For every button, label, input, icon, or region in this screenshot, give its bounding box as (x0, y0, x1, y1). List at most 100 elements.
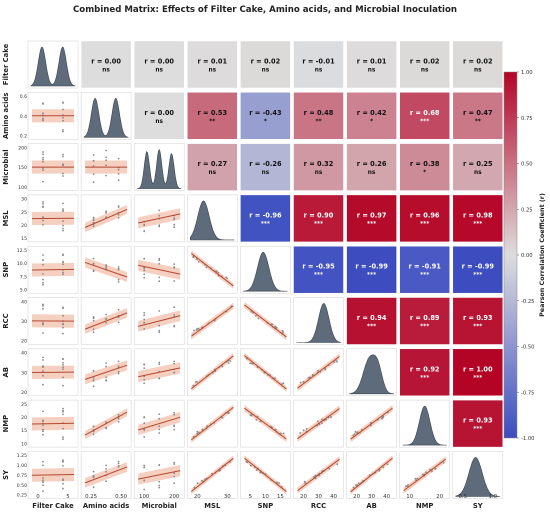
corr-cell-msl-vs-nmp (399, 194, 450, 243)
corr-value-filter-cake-vs-microbial: r = 0.00 (144, 58, 174, 66)
scatter-point-ab-vs-amino-acids (92, 369, 95, 372)
corr-cell-msl-vs-sy (452, 194, 504, 243)
col-label-amino-acids: Amino acids (83, 502, 129, 510)
scatter-point-sy-vs-microbial (173, 475, 176, 478)
scatter-point-rcc-vs-microbial (143, 318, 146, 321)
scatter-point-ab-vs-filter-cake (42, 383, 44, 386)
scatter-point-rcc-vs-filter-cake (42, 323, 44, 326)
scatter-point-msl-vs-filter-cake (62, 210, 64, 213)
scatter-point-sy-vs-ab (356, 484, 358, 486)
scatter-point-snp-vs-microbial (143, 266, 146, 269)
scatter-point-snp-vs-amino-acids (117, 268, 120, 271)
scatter-point-snp-vs-microbial (143, 276, 146, 279)
scatter-point-nmp-vs-msl (198, 431, 200, 434)
corr-value-amino-acids-vs-nmp: r = 0.68 (410, 109, 440, 117)
scatter-point-sy-vs-microbial (173, 472, 176, 475)
col-label-rcc: RCC (311, 502, 326, 510)
scatter-point-nmp-vs-filter-cake (62, 438, 64, 441)
regression-line-nmp-vs-amino-acids (84, 411, 128, 436)
scatter-point-microbial-vs-amino-acids (117, 173, 120, 175)
corr-cell-rcc-vs-ab (346, 297, 397, 345)
y-tick-sy: 1.00 (17, 463, 27, 469)
regression-line-sy-vs-msl (190, 457, 234, 492)
corr-value-rcc-vs-ab: r = 0.94 (357, 314, 387, 322)
scatter-point-nmp-vs-filter-cake (42, 428, 44, 431)
scatter-point-ab-vs-msl (196, 381, 198, 383)
scatter-point-sy-vs-microbial (173, 482, 176, 485)
scatter-point-sy-vs-filter-cake (42, 477, 44, 479)
corr-value-amino-acids-vs-snp: r = -0.43 (249, 109, 282, 117)
scatter-point-microbial-vs-amino-acids (117, 168, 120, 171)
scatter-point-microbial-vs-amino-acids (105, 159, 107, 162)
scatter-point-ab-vs-filter-cake (62, 364, 64, 366)
corr-cell-microbial-vs-rcc (293, 143, 344, 191)
corr-value-filter-cake-vs-rcc: r = -0.01 (302, 58, 335, 66)
y-tick-msl: 25 (21, 210, 27, 216)
scatter-point-nmp-vs-filter-cake (62, 427, 64, 430)
corr-sig-amino-acids-vs-snp: * (264, 119, 267, 125)
regression-line-sy-vs-rcc (297, 458, 340, 492)
col-label-nmp: NMP (416, 502, 433, 510)
scatter-point-msl-vs-filter-cake (42, 205, 44, 208)
x-tick-ab: 30 (368, 494, 375, 500)
scatter-point-microbial-vs-filter-cake (62, 155, 64, 158)
y-tick-nmp: 25 (21, 402, 27, 408)
scatter-point-rcc-vs-filter-cake (42, 332, 44, 334)
scatter-point-rcc-vs-microbial (173, 306, 176, 309)
scatter-point-msl-vs-microbial (173, 217, 176, 220)
scatter-point-ab-vs-msl (229, 360, 232, 362)
corr-cell-nmp-vs-sy (452, 399, 504, 448)
scatter-point-snp-vs-microbial (158, 262, 161, 265)
scatter-point-ab-vs-amino-acids (105, 379, 107, 381)
corr-sig-rcc-vs-ab: *** (367, 324, 376, 330)
scatter-point-microbial-vs-filter-cake (42, 158, 44, 161)
scatter-point-microbial-vs-filter-cake (62, 153, 64, 156)
corr-cell-filter-cake-vs-microbial (133, 40, 185, 89)
col-label-msl: MSL (204, 502, 221, 510)
scatter-point-rcc-vs-snp (282, 331, 285, 334)
scatter-point-microbial-vs-filter-cake (62, 172, 64, 175)
y-tick-msl: 15 (21, 236, 27, 242)
scatter-point-rcc-vs-snp (257, 317, 260, 320)
scatter-point-ab-vs-microbial (143, 378, 146, 381)
density-curve-msl (190, 200, 235, 241)
scatter-point-ab-vs-snp (282, 382, 285, 385)
scatter-point-msl-vs-amino-acids (92, 216, 95, 219)
scatter-point-snp-vs-filter-cake (62, 263, 64, 266)
density-curve-snp (243, 251, 288, 292)
corr-cell-filter-cake-vs-ab (346, 40, 397, 89)
scatter-point-nmp-vs-amino-acids (117, 417, 120, 420)
scatter-point-rcc-vs-filter-cake (62, 314, 64, 317)
scatter-point-snp-vs-msl (197, 261, 200, 263)
corr-value-filter-cake-vs-amino-acids: r = 0.00 (91, 58, 121, 66)
scatter-point-nmp-vs-amino-acids (105, 421, 107, 423)
scatter-point-sy-vs-snp (245, 460, 248, 463)
scatter-point-sy-vs-microbial (158, 464, 161, 467)
regression-line-sy-vs-nmp (403, 458, 446, 492)
corr-value-msl-vs-rcc: r = 0.90 (304, 211, 334, 219)
scatter-point-rcc-vs-msl (193, 329, 195, 332)
corr-value-amino-acids-vs-ab: r = 0.42 (357, 109, 387, 117)
scatter-point-nmp-vs-amino-acids (105, 426, 107, 429)
scatter-point-rcc-vs-amino-acids (92, 331, 95, 334)
scatter-point-nmp-vs-msl (201, 428, 204, 431)
scatter-point-amino-acids-vs-filter-cake (42, 112, 44, 115)
scatter-point-sy-vs-rcc (303, 480, 306, 483)
scatter-point-nmp-vs-rcc (302, 429, 305, 432)
corr-sig-microbial-vs-nmp: * (423, 170, 426, 176)
scatter-point-nmp-vs-amino-acids (117, 420, 120, 423)
scatter-point-snp-vs-amino-acids (92, 262, 95, 265)
scatter-point-sy-vs-amino-acids (92, 470, 95, 473)
corr-cell-amino-acids-vs-microbial (133, 92, 185, 140)
corr-value-filter-cake-vs-ab: r = 0.01 (357, 58, 387, 66)
corr-cell-amino-acids-vs-ab (346, 92, 397, 140)
scatter-point-nmp-vs-msl (196, 432, 199, 435)
corr-sig-ab-vs-nmp: *** (420, 375, 429, 381)
row-label-snp: SNP (2, 262, 10, 278)
scatter-point-msl-vs-amino-acids (92, 219, 95, 222)
scatter-point-nmp-vs-amino-acids (92, 433, 95, 436)
scatter-point-ab-vs-amino-acids (105, 365, 107, 368)
scatter-point-microbial-vs-filter-cake (62, 164, 64, 167)
y-tick-amino-acids: 0.2 (20, 134, 27, 140)
scatter-point-rcc-vs-amino-acids (92, 328, 95, 331)
